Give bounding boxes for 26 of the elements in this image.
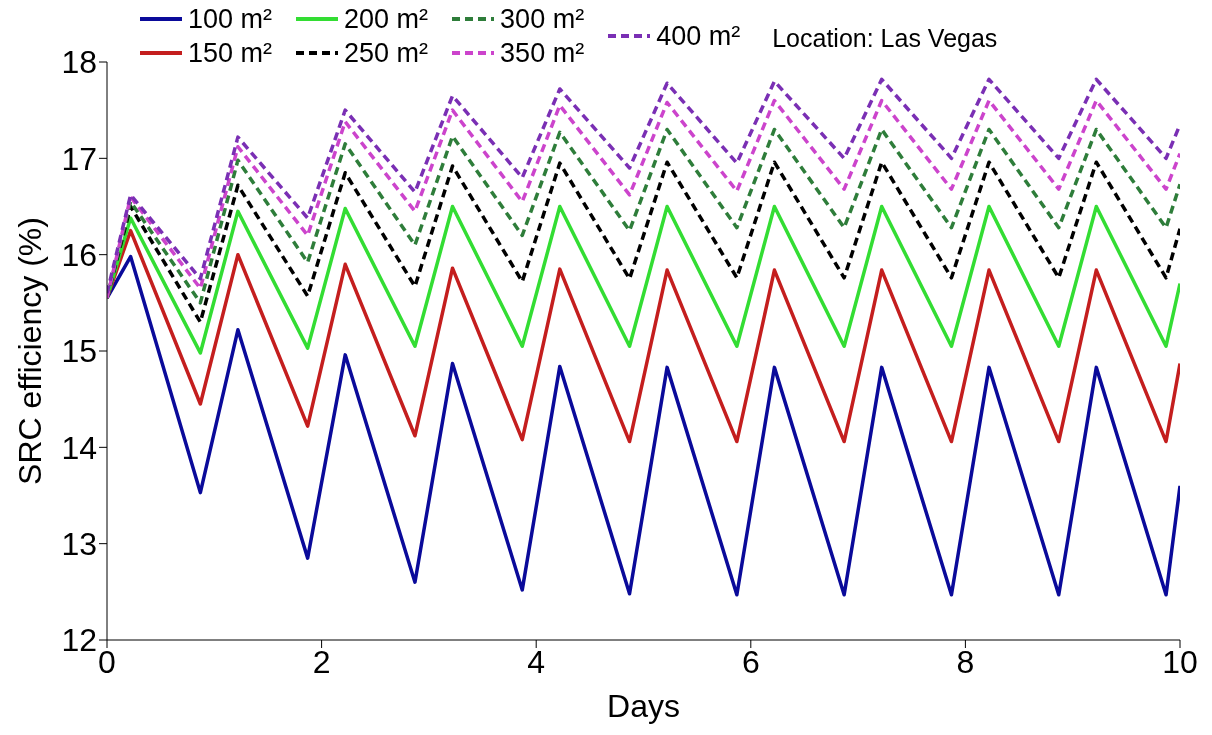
legend-label: 400 m² bbox=[656, 20, 741, 52]
y-tick-label: 12 bbox=[61, 622, 97, 659]
legend-label: 200 m² bbox=[344, 3, 429, 35]
legend-label: 350 m² bbox=[500, 37, 585, 69]
x-axis-title: Days bbox=[607, 688, 680, 724]
x-tick-label: 0 bbox=[98, 643, 116, 680]
line-series bbox=[107, 254, 1180, 597]
x-tick-label: 8 bbox=[956, 643, 975, 680]
x-tick-label: 4 bbox=[527, 643, 546, 680]
y-axis-title: SRC efficiency (%) bbox=[12, 217, 49, 485]
y-tick-label: 13 bbox=[61, 526, 97, 563]
y-tick-label: 14 bbox=[61, 429, 97, 466]
x-tick-label: 6 bbox=[741, 643, 760, 680]
y-tick-label: 17 bbox=[61, 140, 97, 177]
legend-label: 250 m² bbox=[344, 37, 429, 69]
legend-label: 300 m² bbox=[500, 3, 585, 35]
y-tick-label: 15 bbox=[61, 333, 97, 370]
legend-label: 150 m² bbox=[188, 37, 273, 69]
y-tick-label: 16 bbox=[61, 237, 97, 274]
legend-label: 100 m² bbox=[188, 3, 273, 35]
y-tick-label: 18 bbox=[61, 44, 97, 81]
x-tick-label: 2 bbox=[312, 643, 331, 680]
x-tick-label: 10 bbox=[1162, 643, 1198, 680]
line-series bbox=[107, 228, 1180, 444]
line-series bbox=[107, 204, 1180, 355]
text: Location: Las Vegas bbox=[772, 24, 998, 53]
